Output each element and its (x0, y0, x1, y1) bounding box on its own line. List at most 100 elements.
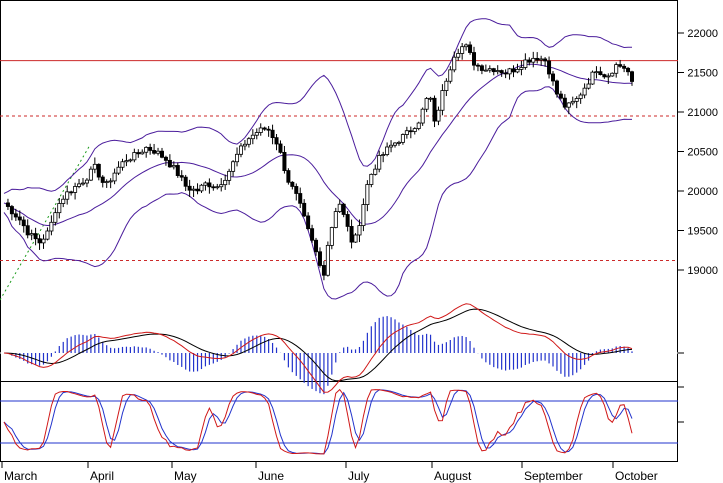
month-label: July (348, 469, 369, 483)
candle-body (77, 183, 82, 187)
candle-body (317, 251, 322, 266)
candle-body (365, 184, 370, 205)
candle-body (191, 188, 196, 191)
candle-body (333, 211, 338, 228)
candle-body (479, 65, 484, 71)
candle-body (385, 146, 390, 155)
candle-body (37, 238, 42, 244)
candle-body (80, 182, 85, 185)
candle-body (231, 161, 236, 172)
candle-body (539, 58, 544, 61)
candle-body (108, 180, 113, 183)
month-label: August (434, 469, 472, 483)
candle-body (242, 143, 247, 147)
candle-body (100, 176, 105, 183)
candle-body (432, 97, 437, 122)
candle-body (337, 203, 342, 212)
candle-body (152, 150, 157, 154)
candle-body (227, 170, 232, 181)
candle-body (586, 83, 591, 89)
candle-body (361, 204, 366, 226)
candle-body (535, 57, 540, 61)
candle-body (9, 206, 14, 215)
candle-body (562, 97, 567, 108)
candle-body (582, 87, 587, 96)
candle-body (519, 67, 524, 70)
candle-body (57, 203, 62, 214)
candle-body (329, 227, 334, 246)
price-tick-label: 19000 (687, 265, 718, 277)
candle-body (238, 145, 243, 155)
candle-body (286, 170, 291, 183)
candle-body (393, 142, 398, 146)
candle-body (341, 203, 346, 215)
stoch-d-line (3, 389, 633, 455)
candle-body (116, 166, 121, 174)
candle-body (29, 233, 34, 236)
candle-body (408, 130, 413, 133)
candle-body (475, 64, 480, 67)
candle-body (614, 64, 619, 74)
candle-body (250, 134, 255, 140)
candle-body (511, 68, 516, 73)
candle-body (223, 179, 228, 186)
candle-body (33, 233, 38, 240)
candle-body (456, 53, 461, 58)
candle-body (424, 98, 429, 110)
candle-body (132, 152, 137, 161)
candle-body (254, 132, 259, 136)
month-label: May (174, 469, 197, 483)
candle-body (294, 186, 299, 194)
candle-body (171, 165, 176, 168)
candle-body (306, 215, 311, 230)
candle-body (594, 71, 599, 74)
candle-body (389, 144, 394, 148)
candle-body (282, 151, 287, 171)
candle-body (570, 100, 575, 104)
candle-body (183, 176, 188, 187)
month-x-axis: March April May June July August September Octo… (1, 461, 658, 483)
candle-body (112, 172, 117, 182)
candle-body (274, 137, 279, 145)
candle-body (148, 146, 153, 151)
candle-body (321, 265, 326, 276)
candle-body (531, 57, 536, 63)
price-tick-label: 20000 (687, 186, 718, 198)
bollinger-middle (3, 63, 632, 227)
candle-body (566, 102, 571, 108)
month-label: October (615, 469, 658, 483)
candle-body (369, 173, 374, 185)
candle-body (357, 225, 362, 236)
candle-body (464, 44, 469, 48)
price-y-axis: 19000 19500 20000 20500 21000 21500 22000 (678, 28, 718, 277)
candle-body (140, 151, 145, 155)
price-tick-label: 20500 (687, 147, 718, 159)
candle-body (353, 234, 358, 243)
candle-body (345, 214, 350, 227)
candle-body (527, 59, 532, 63)
candle-body (400, 134, 405, 143)
candle-body (262, 127, 267, 130)
candle-body (203, 182, 208, 186)
candle-body (606, 75, 611, 78)
candle-body (175, 165, 180, 176)
candle-body (483, 69, 488, 72)
candle-body (156, 150, 161, 154)
macd-panel (0, 303, 684, 395)
candle-body (65, 191, 70, 200)
candle-body (92, 163, 97, 170)
candle-body (96, 163, 101, 178)
month-label: April (90, 469, 114, 483)
trend-line (0, 144, 91, 301)
candle-body (547, 60, 552, 75)
candle-body (179, 175, 184, 178)
candlesticks (5, 41, 635, 281)
candle-body (21, 219, 26, 227)
candle-body (53, 212, 58, 223)
price-tick-label: 21000 (687, 107, 718, 119)
candle-body (61, 198, 66, 204)
candle-body (88, 168, 93, 181)
candle-body (349, 226, 354, 243)
